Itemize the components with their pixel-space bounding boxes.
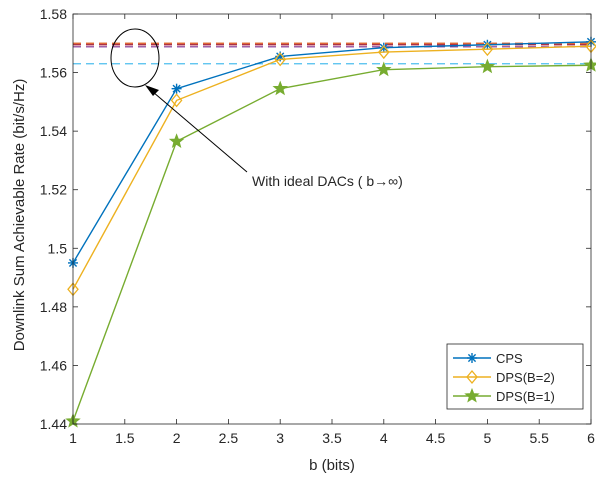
data-point-star <box>168 133 185 148</box>
y-tick-label: 1.54 <box>40 123 67 139</box>
data-point-asterisk <box>378 42 389 53</box>
legend-label: DPS(B=2) <box>496 370 555 385</box>
axes <box>72 13 592 425</box>
legend-label: DPS(B=1) <box>496 389 555 404</box>
data-point-star <box>464 387 480 403</box>
data-point-asterisk <box>467 353 477 363</box>
legend-item: CPS <box>453 351 523 366</box>
series-line <box>72 45 592 290</box>
data-point-star <box>583 57 596 72</box>
data-point-diamond <box>274 52 287 67</box>
series-line <box>72 41 592 264</box>
x-tick-label: 4.5 <box>426 430 446 446</box>
y-tick-label: 1.58 <box>40 6 67 22</box>
series-line <box>72 64 592 422</box>
annotation-arrow-line <box>152 91 248 173</box>
ideal-dac-annotation: With ideal DACs ( b→∞) <box>110 28 403 189</box>
data-point-diamond <box>377 45 390 60</box>
y-tick-label: 1.44 <box>40 416 67 432</box>
x-tick-label: 1 <box>69 430 77 446</box>
x-tick-label: 5.5 <box>529 430 549 446</box>
data-point-diamond <box>466 369 478 385</box>
x-axis-label: b (bits) <box>309 457 355 474</box>
y-axis-label: Downlink Sum Achievable Rate (bit/s/Hz) <box>11 79 28 352</box>
x-tick-label: 3 <box>276 430 284 446</box>
data-point-diamond <box>170 93 183 108</box>
series-dps-b-2- <box>67 39 596 297</box>
data-point-star <box>376 61 392 77</box>
legend-item: DPS(B=2) <box>453 369 555 385</box>
y-tick-label: 1.48 <box>40 299 67 315</box>
x-tick-label: 2.5 <box>219 430 239 446</box>
data-point-star <box>272 80 288 96</box>
annotation-arrowhead <box>145 85 159 96</box>
legend: CPS DPS(B=2) DPS(B=1) <box>446 343 584 410</box>
legend-item: DPS(B=1) <box>453 387 555 404</box>
ideal-dac-reference-lines <box>73 42 591 65</box>
y-tick-label: 1.56 <box>40 65 67 81</box>
x-tick-label: 5 <box>484 430 492 446</box>
x-tick-label: 4 <box>380 430 388 446</box>
series-cps <box>68 36 596 268</box>
legend-label: CPS <box>496 351 523 366</box>
x-tick-label: 2 <box>173 430 181 446</box>
data-point-star <box>479 58 496 74</box>
highlight-ellipse <box>110 28 160 88</box>
data-point-asterisk <box>171 83 182 94</box>
tick-labels: 1 1.5 2 2.5 3 3.5 4 4.5 5 5.5 61.441.461.481.51.52… <box>40 6 595 446</box>
x-tick-label: 1.5 <box>115 430 135 446</box>
y-tick-label: 1.46 <box>40 357 67 373</box>
x-tick-label: 6 <box>587 430 595 446</box>
y-tick-label: 1.5 <box>48 240 68 256</box>
series-dps-b-1- <box>65 57 596 428</box>
y-tick-label: 1.52 <box>40 182 67 198</box>
x-tick-label: 3.5 <box>322 430 342 446</box>
data-point-asterisk <box>482 39 493 50</box>
data-point-diamond <box>481 42 494 57</box>
annotation-text: With ideal DACs ( b→∞) <box>252 173 403 189</box>
